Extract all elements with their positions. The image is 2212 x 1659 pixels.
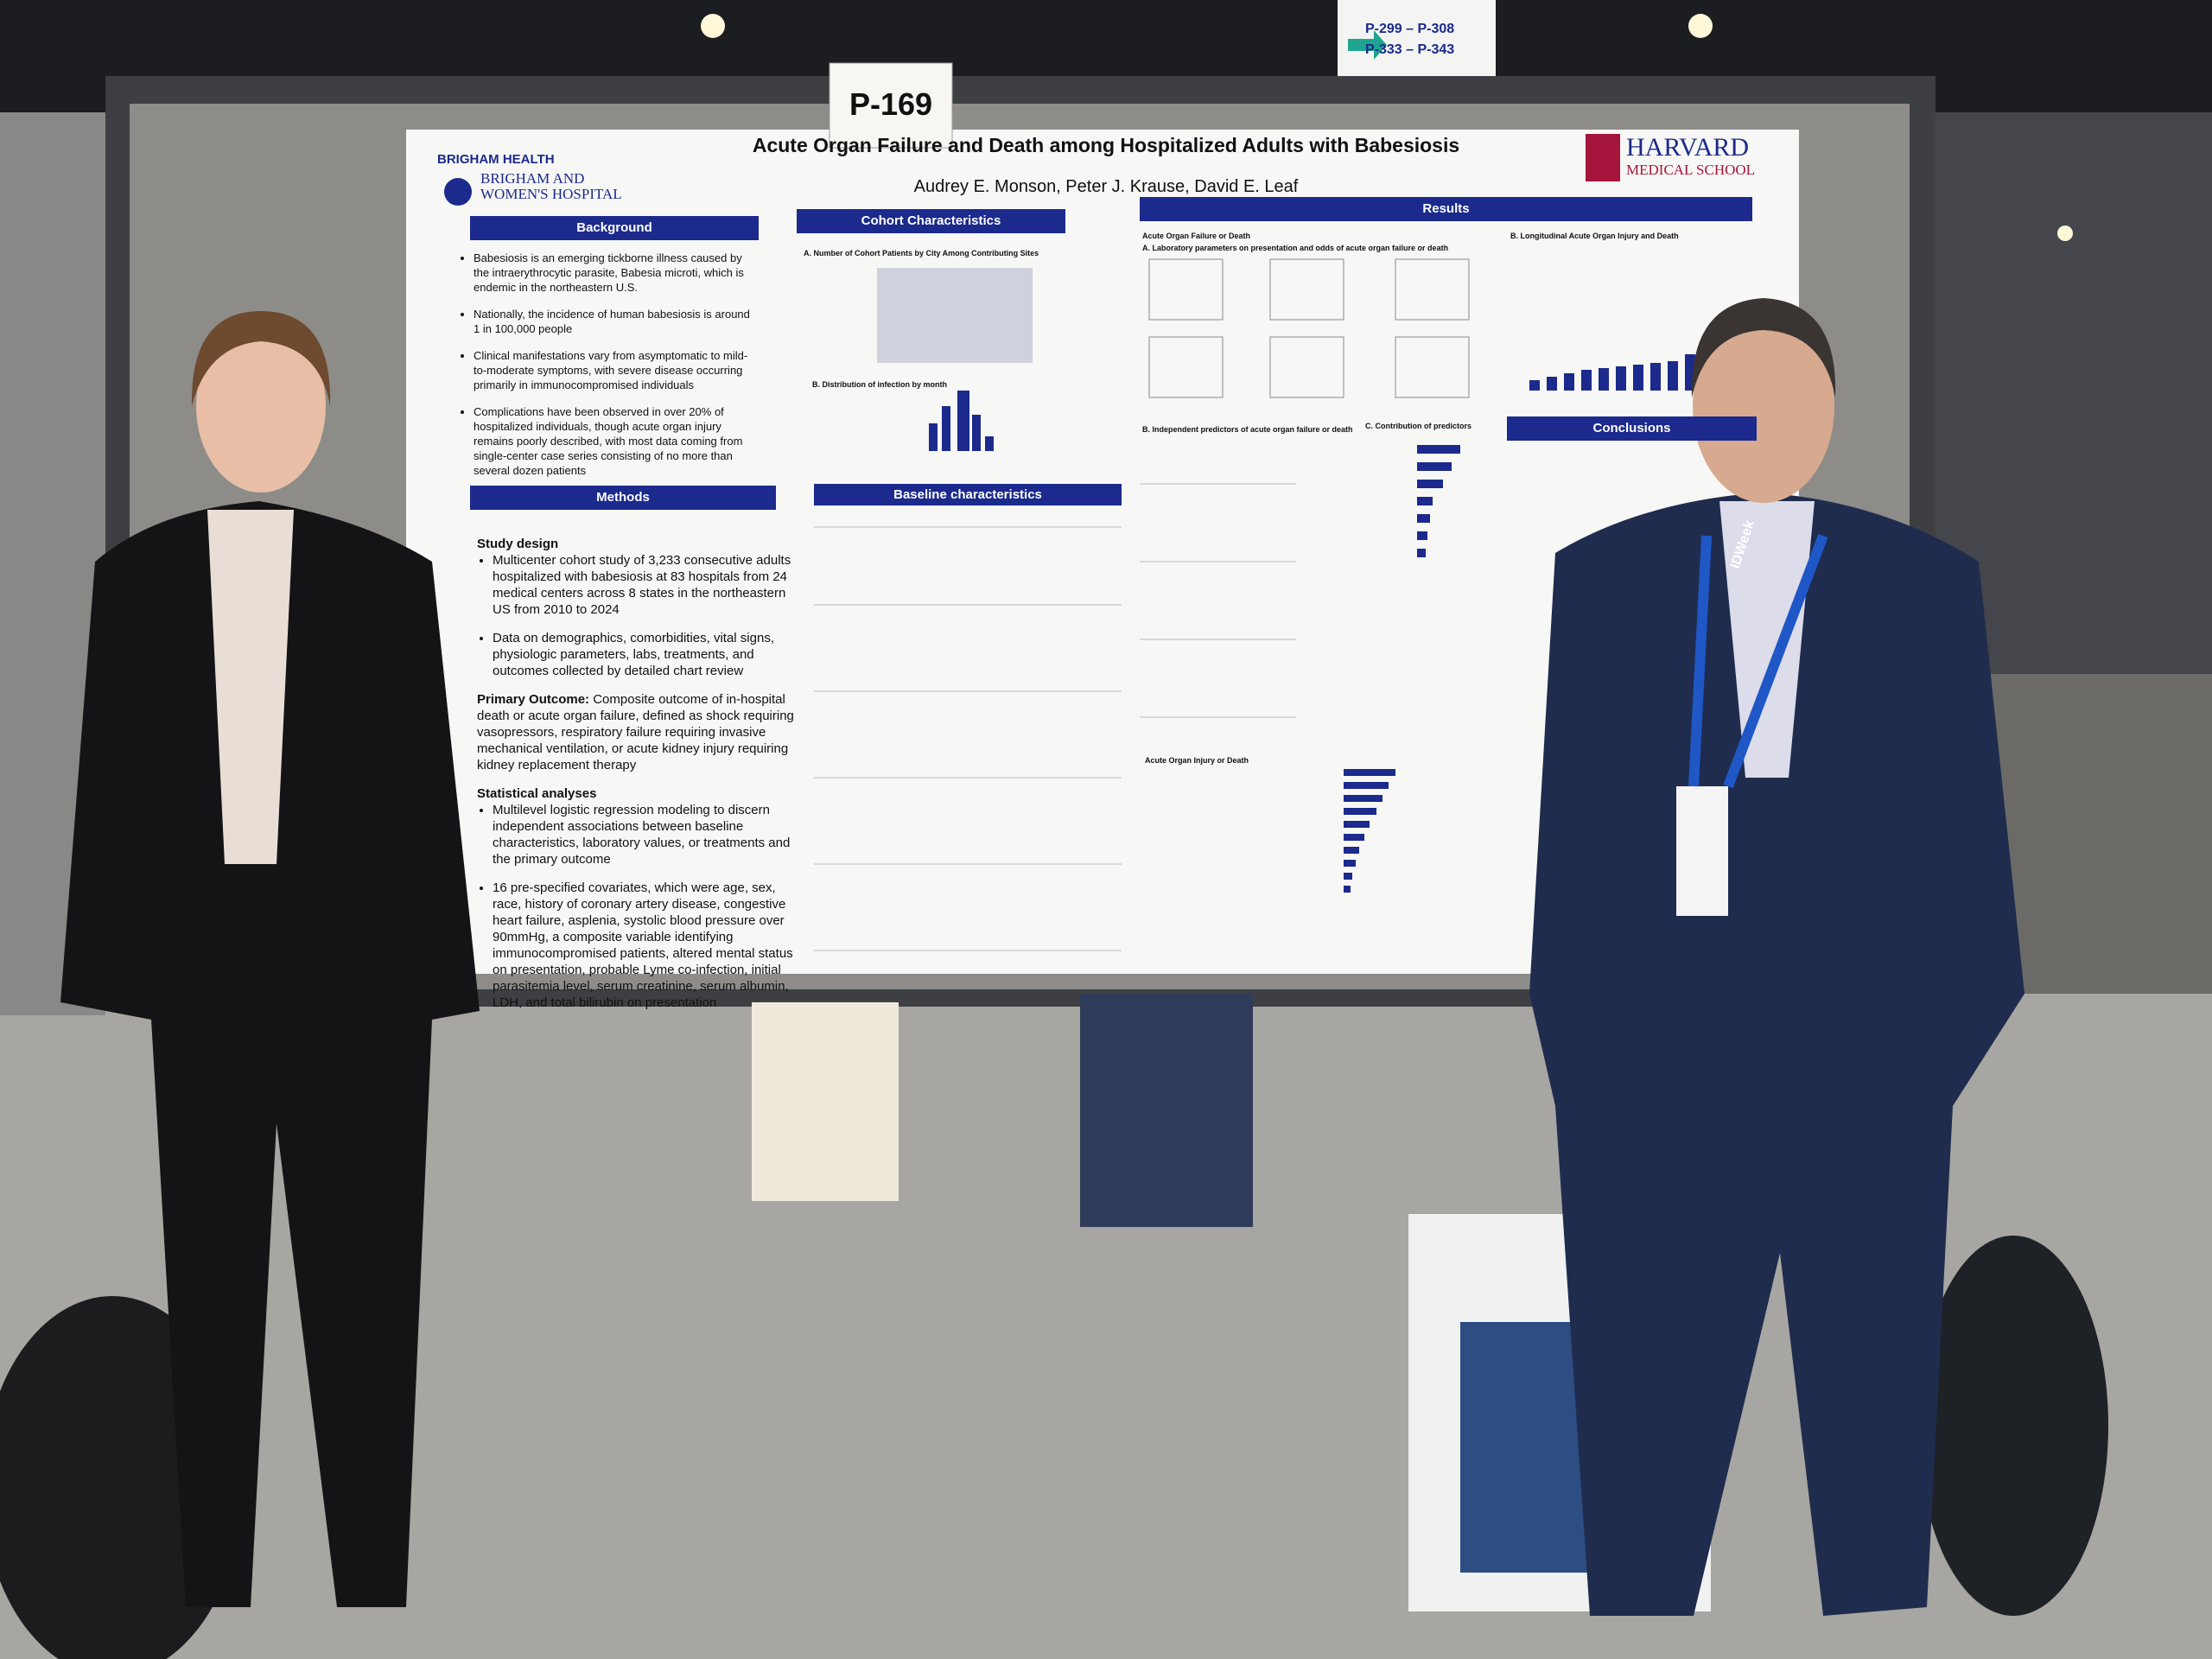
panel-title: B. Distribution of infection by month (812, 380, 947, 389)
methods: Study design Multicenter cohort study of… (477, 536, 797, 1023)
aisle-sign-text: P-299 – P-308 P-333 – P-343 (1365, 19, 1454, 60)
aisle-range: P-299 – P-308 (1365, 22, 1455, 36)
lanyard (1723, 533, 1828, 789)
woman (60, 501, 480, 1607)
bullet-list: Multicenter cohort study of 3,233 consec… (477, 552, 797, 679)
light (701, 14, 725, 38)
light (1688, 14, 1713, 38)
section-heading: Baseline characteristics (814, 484, 1122, 505)
arrow (1348, 30, 1387, 60)
woman-top (207, 510, 294, 864)
poster-number: P-169 (849, 86, 933, 122)
section-heading: Results (1140, 197, 1752, 221)
panel-title: B. Longitudinal Acute Organ Injury and D… (1510, 232, 1679, 240)
man-face (1693, 309, 1834, 503)
bullet: Data on demographics, comorbidities, vit… (493, 630, 797, 679)
bullet: Nationally, the incidence of human babes… (474, 307, 756, 336)
lanyard (1688, 535, 1712, 787)
badge-card (1676, 786, 1728, 916)
panel-title: C. Contribution of predictors (1365, 422, 1471, 430)
panel-title: Acute Organ Injury or Death (1145, 756, 1249, 765)
school-name: HARVARD (1626, 133, 1750, 162)
man-hair (1691, 298, 1836, 397)
poster-number-sign (829, 62, 953, 149)
man-shirt (1719, 501, 1815, 778)
institution-name: BRIGHAM AND WOMEN'S HOSPITAL (480, 171, 622, 202)
panel-title: B. Independent predictors of acute organ… (1142, 425, 1353, 434)
outcome: Primary Outcome: Composite outcome of in… (477, 691, 797, 773)
school-unit: MEDICAL SCHOOL (1626, 162, 1756, 178)
man (1529, 493, 2024, 1616)
backpack (1918, 1236, 2108, 1616)
table-lines (814, 483, 1296, 951)
institution-group: BRIGHAM HEALTH (437, 152, 555, 167)
predictor-bars (1344, 445, 1460, 893)
bullet: Clinical manifestations vary from asympt… (474, 348, 756, 392)
bullet: Multicenter cohort study of 3,233 consec… (493, 552, 797, 618)
methods-subheading: Study design (477, 537, 559, 551)
background: Babesiosis is an emerging tickborne illn… (458, 251, 756, 490)
bullet-list: Multilevel logistic regression modeling … (477, 802, 797, 1011)
bwh-logo (444, 178, 472, 206)
poster-authors: Audrey E. Monson, Peter J. Krause, David… (913, 177, 1299, 196)
bullet-list: Babesiosis is an emerging tickborne illn… (458, 251, 756, 478)
section-heading: Conclusions (1507, 416, 1757, 441)
visitor-legs (752, 1002, 899, 1201)
panel-title: Acute Organ Failure or Death (1142, 232, 1251, 240)
bullet: Complications have been observed in over… (474, 404, 756, 478)
histogram (929, 391, 994, 451)
poster-title: Acute Organ Failure and Death among Hosp… (752, 134, 1460, 156)
methods-subheading: Primary Outcome: (477, 692, 590, 707)
institution-line: WOMEN'S HOSPITAL (480, 186, 622, 202)
harvard-shield (1586, 134, 1620, 181)
woman-face (196, 320, 326, 493)
panel-title: A. Number of Cohort Patients by City Amo… (804, 249, 1039, 257)
visitor-legs (1080, 994, 1253, 1227)
institution-line: BRIGHAM AND (480, 170, 585, 187)
lab-plots (1148, 258, 1470, 398)
section-heading: Background (470, 216, 759, 240)
map (877, 268, 1033, 363)
hall-back (1936, 112, 2212, 674)
panel-title: A. Laboratory parameters on presentation… (1142, 244, 1449, 252)
aisle-range: P-333 – P-343 (1365, 42, 1455, 57)
section-heading: Cohort Characteristics (797, 209, 1065, 233)
school: HARVARD MEDICAL SCHOOL (1626, 134, 1755, 179)
methods-subheading: Statistical analyses (477, 786, 597, 801)
light (2057, 226, 2073, 241)
bullet: Babesiosis is an emerging tickborne illn… (474, 251, 756, 295)
woman-hair (191, 311, 331, 406)
outcome-text: Composite outcome of in-hospital death o… (477, 692, 794, 772)
section-heading: Methods (470, 486, 776, 510)
bullet: 16 pre-specified covariates, which were … (493, 880, 797, 1011)
bullet: Multilevel logistic regression modeling … (493, 802, 797, 868)
